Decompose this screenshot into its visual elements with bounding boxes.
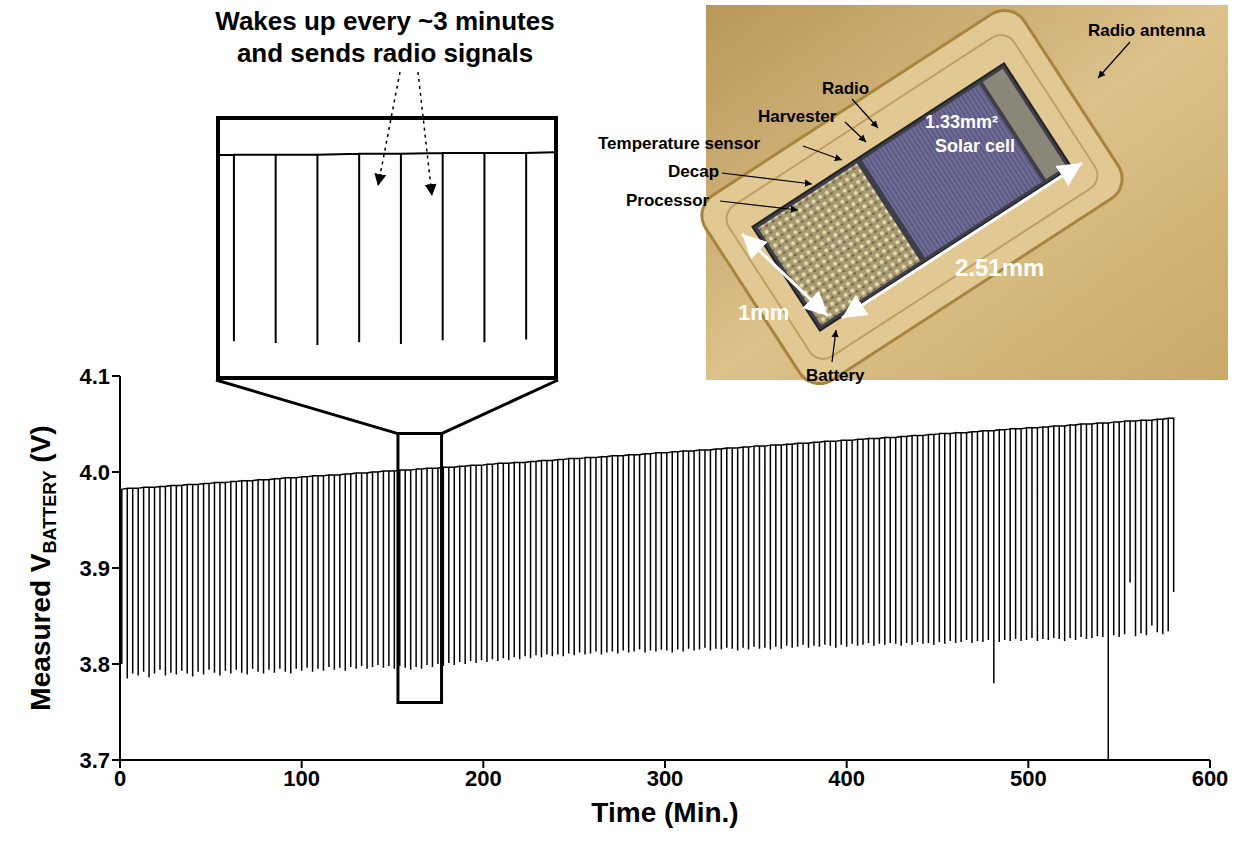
svg-text:100: 100 [283,766,320,791]
svg-text:0: 0 [114,766,126,791]
svg-text:Decap: Decap [668,162,719,181]
svg-text:3.9: 3.9 [79,556,110,581]
svg-text:Radio: Radio [822,79,869,98]
svg-text:Time (Min.): Time (Min.) [591,797,738,828]
svg-text:200: 200 [465,766,502,791]
svg-text:Processor: Processor [626,191,710,210]
svg-text:1.33mm²: 1.33mm² [925,112,998,132]
svg-text:and sends radio signals: and sends radio signals [237,38,533,68]
svg-text:Temperature sensor: Temperature sensor [598,134,761,153]
svg-text:4.1: 4.1 [79,364,110,389]
svg-text:300: 300 [647,766,684,791]
svg-text:1mm: 1mm [738,300,789,325]
svg-text:Wakes up every ~3 minutes: Wakes up every ~3 minutes [215,6,554,36]
svg-text:Solar cell: Solar cell [935,136,1015,156]
svg-text:4.0: 4.0 [79,460,110,485]
svg-text:400: 400 [828,766,865,791]
svg-text:Battery: Battery [806,366,865,385]
svg-text:600: 600 [1192,766,1229,791]
svg-text:Harvester: Harvester [758,107,837,126]
svg-text:3.8: 3.8 [79,652,110,677]
svg-text:2.51mm: 2.51mm [955,254,1044,281]
svg-text:Radio antenna: Radio antenna [1088,21,1206,40]
svg-text:Measured VBATTERY (V): Measured VBATTERY (V) [25,425,60,710]
svg-text:500: 500 [1010,766,1047,791]
svg-text:3.7: 3.7 [79,748,110,773]
